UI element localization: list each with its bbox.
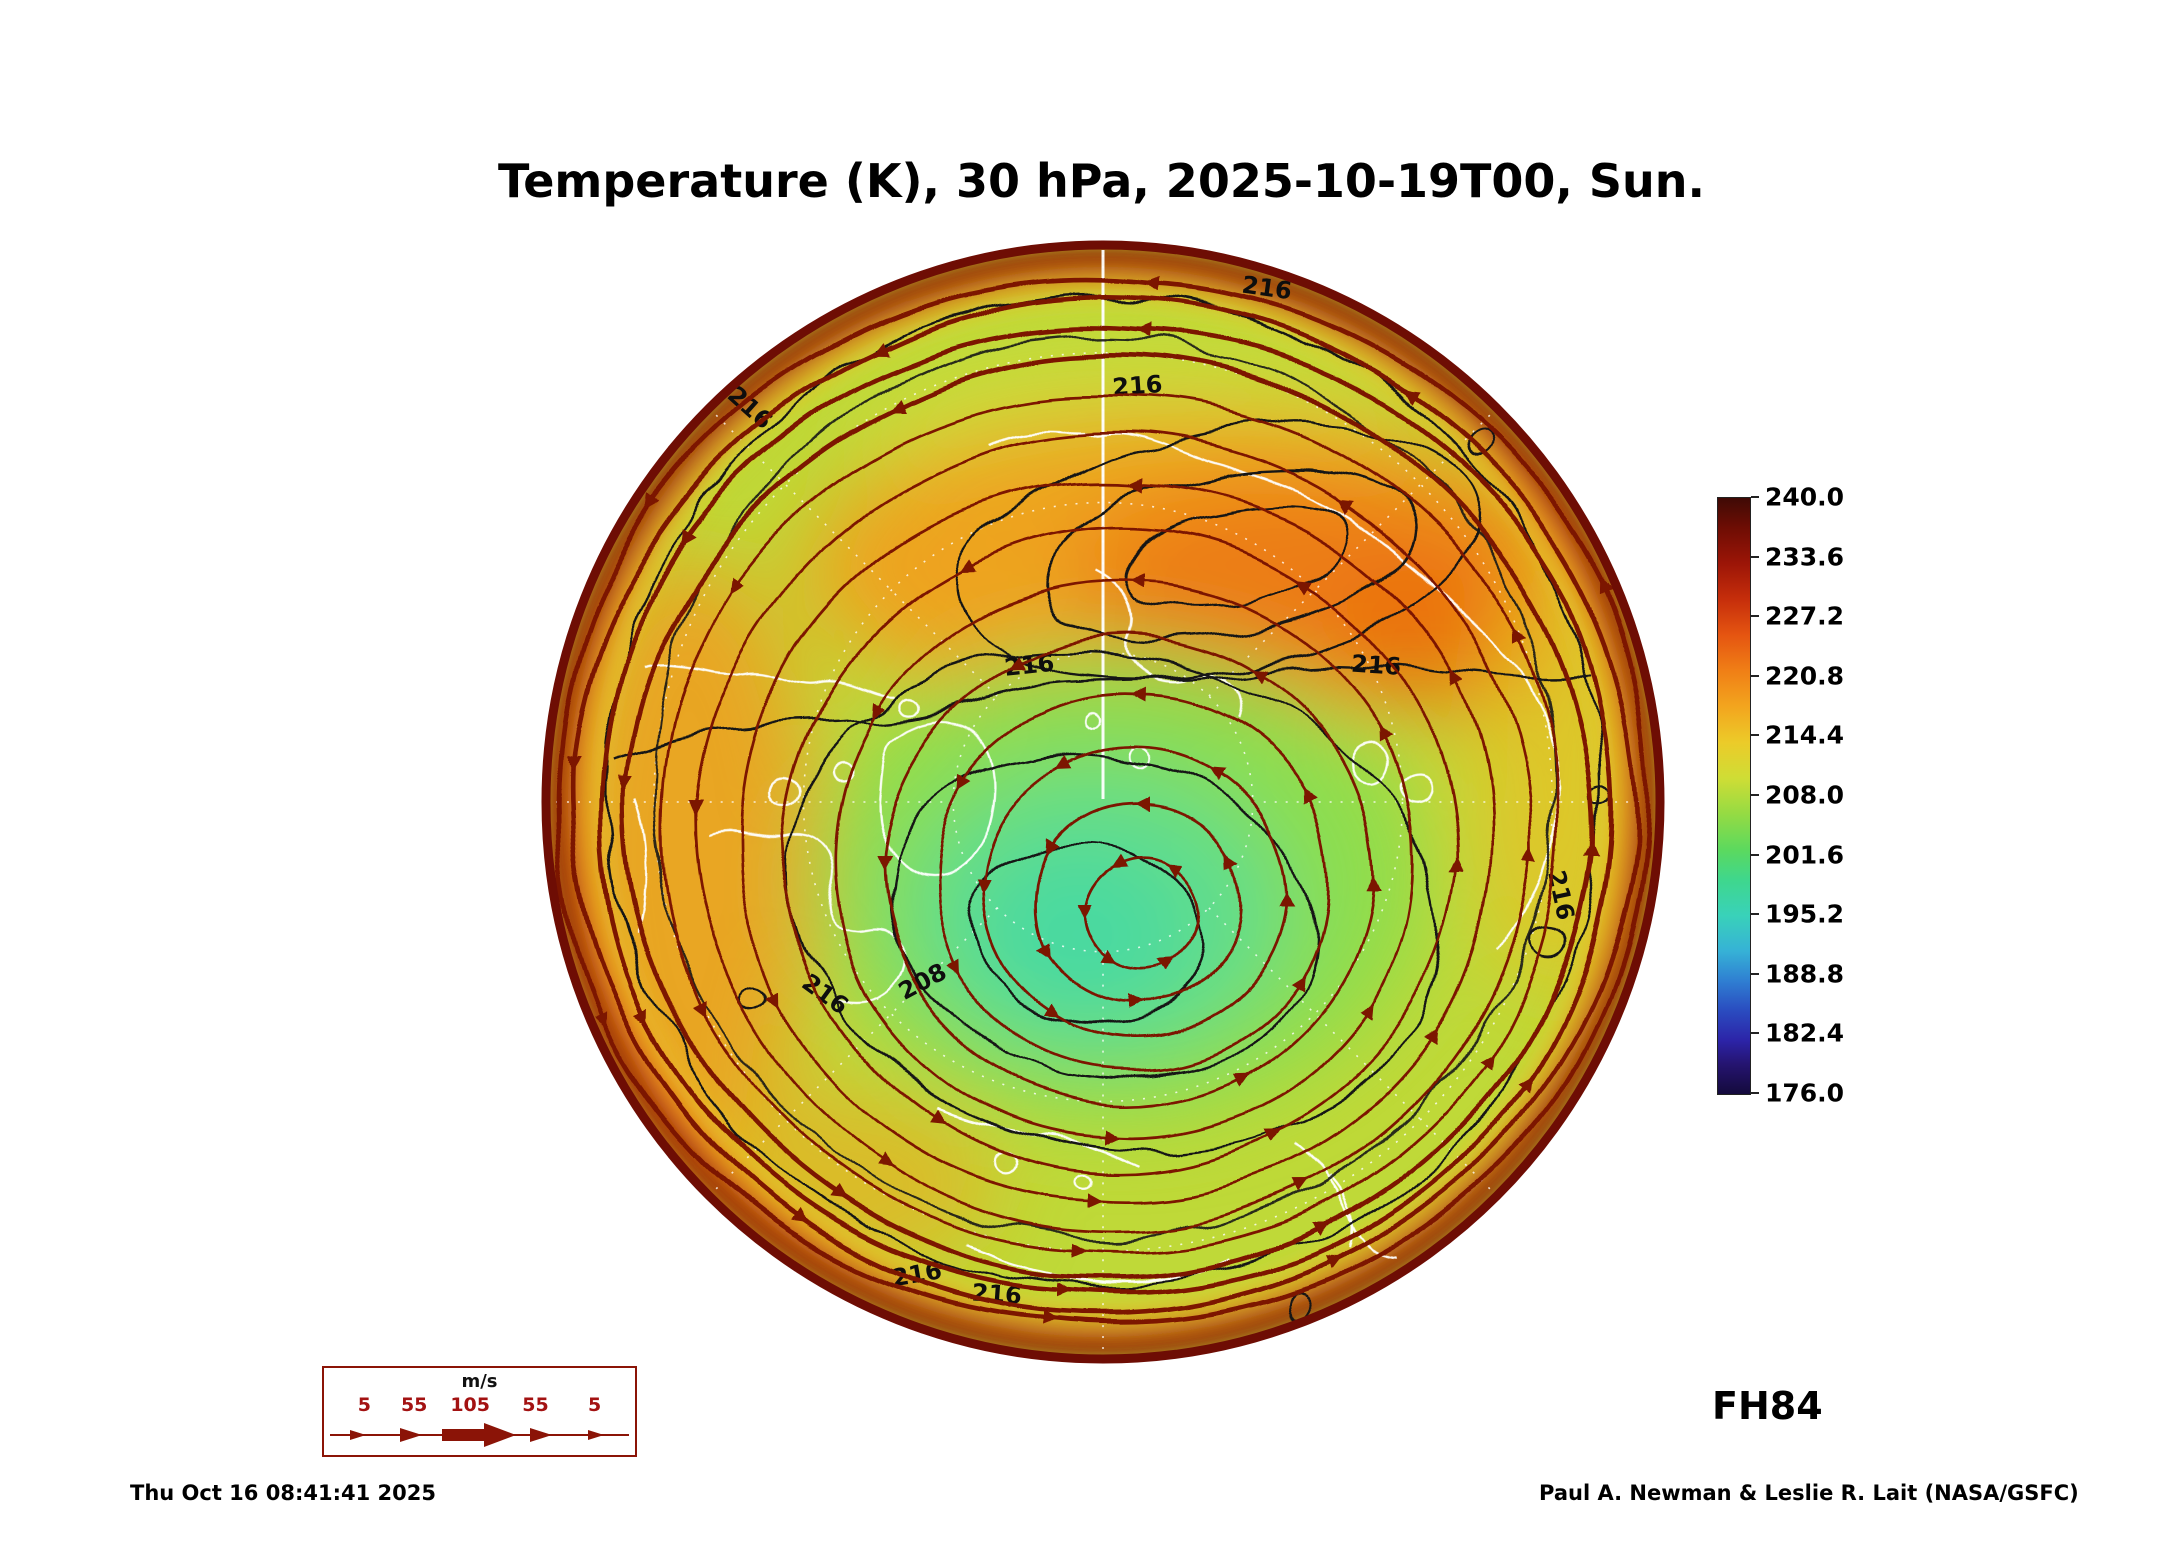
colorbar-tick	[1751, 853, 1759, 856]
arrow-medium-icon	[530, 1428, 552, 1442]
colorbar-tick-label: 208.0	[1765, 780, 1845, 810]
streamline	[556, 277, 1650, 1327]
colorbar-tick	[1751, 496, 1759, 498]
arrow-small-icon	[350, 1430, 366, 1440]
colorbar-tick	[1751, 674, 1759, 677]
colorbar: 240.0 233.6 227.2 220.8 214.4 208.0 201.6 195.2…	[1717, 483, 1887, 1108]
colorbar-tick-label: 233.6	[1765, 542, 1845, 572]
colorbar-tick	[1751, 794, 1759, 796]
field-coldest-core	[975, 849, 1185, 1020]
colorbar-tick-label: 195.2	[1765, 899, 1845, 929]
colorbar-tick	[1751, 734, 1759, 737]
colorbar-gradient	[1717, 497, 1751, 1095]
arrow-medium-icon	[400, 1428, 422, 1442]
page-title: Temperature (K), 30 hPa, 2025-10-19T00, …	[497, 154, 1706, 208]
arrow-small-icon	[588, 1430, 604, 1440]
colorbar-tick	[1751, 972, 1759, 975]
colorbar-tick	[1751, 615, 1759, 618]
credit-text: Paul A. Newman & Leslie R. Lait (NASA/GS…	[1539, 1481, 2079, 1505]
colorbar-tick-label: 188.8	[1765, 959, 1845, 989]
map-container: 216 216 216 216 216 216 216 208 216 216	[539, 238, 1667, 1366]
forecast-hour-label: FH84	[1712, 1384, 1823, 1428]
wind-scale-arrow	[330, 1423, 629, 1447]
generation-timestamp: Thu Oct 16 08:41:41 2025	[130, 1481, 436, 1505]
wind-scale-value: 55	[400, 1394, 428, 1416]
wind-scale-value: 5	[357, 1394, 372, 1416]
colorbar-tick	[1751, 555, 1759, 558]
colorbar-tick-label: 220.8	[1765, 661, 1845, 691]
wind-scale-value: 105	[450, 1394, 490, 1416]
colorbar-tick-label: 227.2	[1765, 601, 1845, 631]
arrow-shaft-thick	[442, 1429, 488, 1441]
colorbar-tick-label: 240.0	[1765, 482, 1845, 512]
wind-scale-value: 55	[522, 1394, 549, 1416]
colorbar-tick-label: 176.0	[1765, 1078, 1845, 1108]
arrow-large-icon	[484, 1423, 516, 1447]
colorbar-tick	[1751, 1092, 1759, 1094]
colorbar-tick	[1751, 913, 1759, 916]
wind-streamlines	[556, 277, 1650, 1327]
wind-unit-label: m/s	[461, 1371, 498, 1392]
wind-scale-value: 5	[587, 1394, 602, 1416]
colorbar-tick-label: 214.4	[1765, 720, 1845, 750]
wind-speed-legend: m/s 5 55 105 55 5	[322, 1366, 637, 1457]
colorbar-tick-label: 201.6	[1765, 840, 1845, 870]
map-rim	[541, 240, 1665, 1364]
colorbar-tick-label: 182.4	[1765, 1018, 1845, 1048]
contour-label: 216	[1350, 650, 1402, 681]
colorbar-tick	[1751, 1032, 1759, 1035]
polar-map: 216 216 216 216 216 216 216 208 216 216	[541, 240, 1665, 1364]
